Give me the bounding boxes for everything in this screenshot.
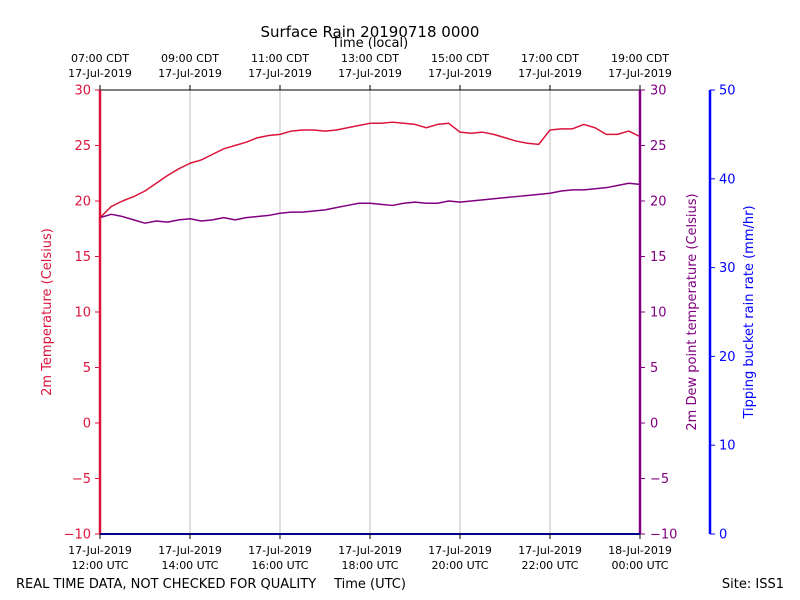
- x-top-tick-label-time: 17:00 CDT: [521, 52, 579, 65]
- y-axis-label-rain: Tipping bucket rain rate (mm/hr): [742, 205, 757, 419]
- temperature-tick-label: 30: [74, 84, 91, 99]
- dewpoint-tick-label: 20: [650, 195, 667, 210]
- x-top-tick-label-date: 17-Jul-2019: [248, 67, 312, 80]
- x-top-tick-label-date: 17-Jul-2019: [68, 67, 132, 80]
- x-tick-label-time: 12:00 UTC: [71, 559, 128, 572]
- x-tick-label-time: 20:00 UTC: [431, 559, 488, 572]
- x-tick-label-time: 00:00 UTC: [611, 559, 668, 572]
- x-tick-label-time: 16:00 UTC: [251, 559, 308, 572]
- temperature-tick-label: 15: [74, 250, 91, 265]
- x-tick-label-date: 17-Jul-2019: [248, 544, 312, 557]
- x-top-tick-label-date: 17-Jul-2019: [428, 67, 492, 80]
- rain-tick-label: 30: [719, 261, 736, 276]
- x-top-tick-label-time: 09:00 CDT: [161, 52, 219, 65]
- x-top-tick-label-time: 11:00 CDT: [251, 52, 309, 65]
- x-top-tick-label-date: 17-Jul-2019: [338, 67, 402, 80]
- x-top-tick-label-date: 17-Jul-2019: [158, 67, 222, 80]
- rain-tick-label: 40: [719, 172, 736, 187]
- temperature-tick-label: −10: [64, 528, 91, 543]
- temperature-tick-label: 20: [74, 195, 91, 210]
- dewpoint-tick-label: 0: [650, 417, 658, 432]
- dewpoint-tick-label: 15: [650, 250, 667, 265]
- temperature-tick-label: 25: [74, 139, 91, 154]
- x-top-tick-label-time: 15:00 CDT: [431, 52, 489, 65]
- x-tick-label-date: 17-Jul-2019: [158, 544, 222, 557]
- temperature-tick-label: 0: [83, 417, 91, 432]
- dewpoint-line: [99, 182, 641, 224]
- rain-tick-label: 0: [719, 528, 727, 543]
- axes-layer: −10 −10 −5 −5 0 0 5 5 10 10 15 15 20 20 25 25 30 30 0 10 20 3…: [64, 52, 736, 572]
- temperature-tick-label: 5: [83, 361, 91, 376]
- y-axis-label-temperature: 2m Temperature (Celsius): [40, 228, 55, 396]
- grid-layer: [189, 90, 551, 534]
- dewpoint-tick-label: −5: [650, 472, 669, 487]
- series-layer: [99, 121, 641, 224]
- dewpoint-tick-label: 30: [650, 84, 667, 99]
- dewpoint-tick-label: 5: [650, 361, 658, 376]
- x-top-tick-label-date: 17-Jul-2019: [518, 67, 582, 80]
- y-axis-label-dewpoint: 2m Dew point temperature (Celsius): [685, 193, 700, 430]
- temperature-line: [99, 121, 641, 219]
- temperature-tick-label: 10: [74, 306, 91, 321]
- top-axis-label: Time (local): [331, 36, 408, 51]
- x-top-tick-label-time: 07:00 CDT: [71, 52, 129, 65]
- site-label: Site: ISS1: [722, 577, 784, 592]
- x-top-tick-label-date: 17-Jul-2019: [608, 67, 672, 80]
- x-tick-label-date: 17-Jul-2019: [338, 544, 402, 557]
- rain-tick-label: 10: [719, 439, 736, 454]
- x-tick-label-time: 14:00 UTC: [161, 559, 218, 572]
- dewpoint-tick-label: −10: [650, 528, 677, 543]
- x-tick-label-time: 18:00 UTC: [341, 559, 398, 572]
- rain-tick-label: 50: [719, 84, 736, 99]
- x-top-tick-label-time: 19:00 CDT: [611, 52, 669, 65]
- x-tick-label-date: 18-Jul-2019: [608, 544, 672, 557]
- dewpoint-tick-label: 25: [650, 139, 667, 154]
- x-top-tick-label-time: 13:00 CDT: [341, 52, 399, 65]
- x-tick-label-time: 22:00 UTC: [521, 559, 578, 572]
- temperature-tick-label: −5: [72, 472, 91, 487]
- chart-title: Surface Rain 20190718 0000: [261, 23, 480, 41]
- data-quality-disclaimer: REAL TIME DATA, NOT CHECKED FOR QUALITY: [16, 577, 316, 592]
- dewpoint-tick-label: 10: [650, 306, 667, 321]
- x-tick-label-date: 17-Jul-2019: [68, 544, 132, 557]
- x-axis-label: Time (UTC): [333, 577, 406, 592]
- x-tick-label-date: 17-Jul-2019: [428, 544, 492, 557]
- rain-tick-label: 20: [719, 350, 736, 365]
- x-tick-label-date: 17-Jul-2019: [518, 544, 582, 557]
